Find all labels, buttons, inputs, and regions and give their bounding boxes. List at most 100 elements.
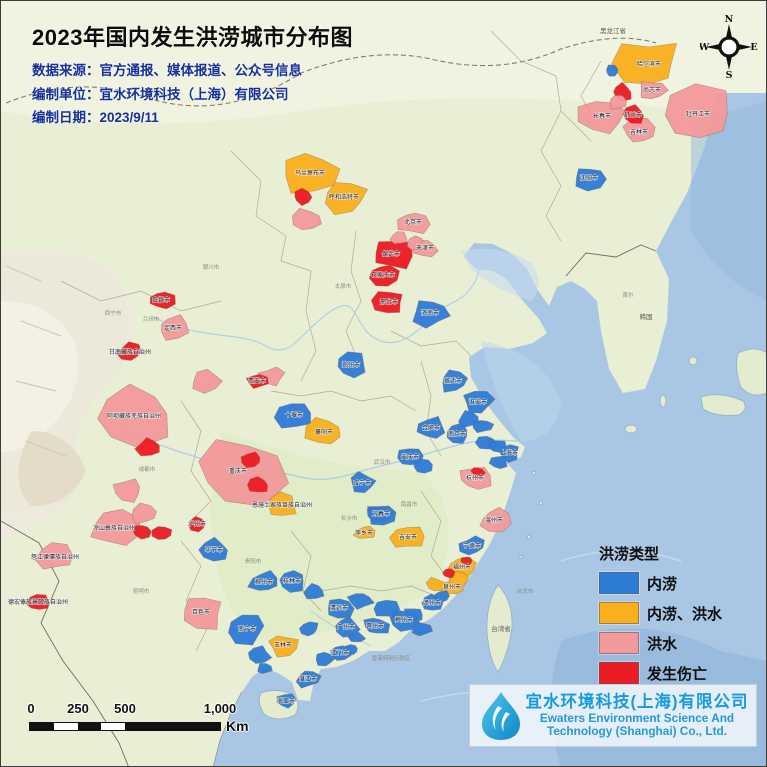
flood-region	[479, 506, 512, 533]
region-label: 邢台市	[380, 298, 398, 306]
taiwan-island	[486, 584, 513, 673]
flood-region	[425, 576, 447, 592]
region-label: 上海市	[500, 449, 518, 457]
compass-s: S	[726, 70, 733, 80]
info-data-source: 数据来源：官方通报、媒体报道、公众号信息	[32, 63, 302, 78]
region-label: 吉林市	[630, 128, 648, 136]
region-label: 甘南藏族自治州	[109, 348, 151, 356]
flood-region	[188, 516, 206, 533]
logo-company-name-en-line2: Technology (Shanghai) Co., Ltd.	[546, 724, 727, 738]
region-label: 宁德市	[463, 542, 481, 550]
flood-region	[132, 525, 152, 540]
flood-region	[575, 168, 607, 192]
region-label: 广州市	[337, 623, 355, 631]
flood-region	[328, 598, 355, 619]
compass-star	[706, 24, 752, 70]
flood-region	[346, 593, 375, 610]
flood-region	[112, 478, 140, 503]
region-label: 百色市	[192, 608, 210, 616]
legend-item-shangwang: 发生伤亡	[599, 662, 722, 684]
legend-swatch-shangwang	[599, 662, 639, 684]
country-border-korea	[565, 244, 657, 277]
info-compiled-by: 编制单位：宜水环境科技（上海）有限公司	[32, 86, 289, 102]
flood-region	[198, 536, 228, 562]
flood-region	[161, 314, 190, 341]
flood-region	[228, 614, 265, 646]
flood-region	[488, 440, 507, 453]
region-label: 长春市	[593, 112, 611, 120]
basemap-label: 台北市	[517, 587, 534, 595]
flood-region	[416, 415, 446, 439]
region-label: 宜春市	[372, 510, 390, 518]
flood-region	[622, 117, 656, 143]
logo-text: 宜水环境科技(上海)有限公司 Ewaters Environment Scien…	[524, 693, 756, 739]
scale-tick-500: 500	[114, 701, 136, 716]
region-label: 哈尔滨市	[637, 60, 661, 68]
flood-region	[279, 570, 304, 593]
flood-region	[245, 374, 269, 389]
flood-region	[268, 491, 297, 516]
region-label: 牡丹江市	[686, 110, 710, 118]
flood-region	[324, 182, 369, 216]
legend-label-hongshui: 洪水	[647, 635, 678, 653]
province-borders	[60, 30, 602, 652]
region-label: 南宁市	[238, 625, 256, 633]
basemap-label: 武汉市	[374, 458, 391, 466]
scale-tick-250: 250	[67, 701, 89, 716]
flood-region	[294, 187, 313, 207]
flood-region	[115, 341, 143, 361]
legend-label-neilao: 内涝	[647, 575, 678, 593]
flood-region	[295, 670, 322, 689]
basemap-label: 银川市	[203, 263, 220, 271]
scale-bar: 0 250 500 1,000 Km	[27, 701, 248, 734]
region-label: 江门市	[331, 649, 349, 657]
flood-region	[247, 476, 268, 493]
flood-region	[247, 645, 273, 664]
flood-region	[134, 437, 160, 457]
region-label: 沈阳市	[580, 174, 598, 182]
north-arrow-icon: N E S W	[700, 14, 758, 80]
region-label: 十堰市	[285, 411, 303, 419]
region-label: 石家庄市	[371, 271, 395, 279]
flood-region	[292, 207, 322, 231]
flood-region	[298, 621, 319, 637]
flood-region	[622, 104, 644, 124]
tibet-terrain	[1, 249, 134, 541]
region-label: 福州市	[453, 563, 471, 571]
region-label: 泉州市	[443, 583, 461, 591]
country-border-mongolia	[5, 37, 657, 107]
flood-region	[664, 83, 728, 139]
flood-region	[350, 471, 377, 494]
flood-region	[345, 644, 358, 655]
basemap-label: 兰州市	[143, 315, 160, 323]
region-label: 合肥市	[422, 424, 440, 432]
flood-region	[303, 582, 325, 600]
flood-region	[370, 291, 403, 314]
region-label: 尚志市	[643, 86, 661, 94]
flood-region	[363, 617, 391, 634]
scale-bar-graphic	[29, 721, 221, 731]
basemap-label: 台湾省	[491, 624, 511, 633]
legend-label-neilao-hongshui: 内涝、洪水	[647, 605, 723, 623]
region-label: 温州市	[485, 516, 503, 524]
sea	[213, 93, 766, 766]
region-label: 恩施土家族苗族自治州	[252, 501, 312, 509]
legend: 洪涝类型 内涝 内涝、洪水 洪水 发生伤亡	[599, 543, 722, 692]
legend-swatch-hongshui	[599, 632, 639, 654]
flood-region	[337, 351, 366, 379]
region-label: 呼和浩特市	[329, 193, 359, 201]
region-label: 漳州市	[423, 599, 441, 607]
legend-swatch-neilao	[599, 572, 639, 594]
basemap-label: 韩国	[640, 312, 653, 321]
flood-region	[192, 368, 223, 394]
flood-region	[373, 599, 401, 618]
flood-region	[276, 693, 297, 709]
legend-label-shangwang: 发生伤亡	[647, 665, 708, 683]
region-label: 舒兰市	[624, 111, 642, 119]
legend-title: 洪涝类型	[599, 546, 660, 563]
region-label: 咸宁市	[353, 479, 371, 487]
flood-region	[397, 212, 431, 235]
region-label: 泸州市	[188, 520, 206, 528]
region-label: 德宏傣族景颇族自治州	[8, 598, 68, 606]
